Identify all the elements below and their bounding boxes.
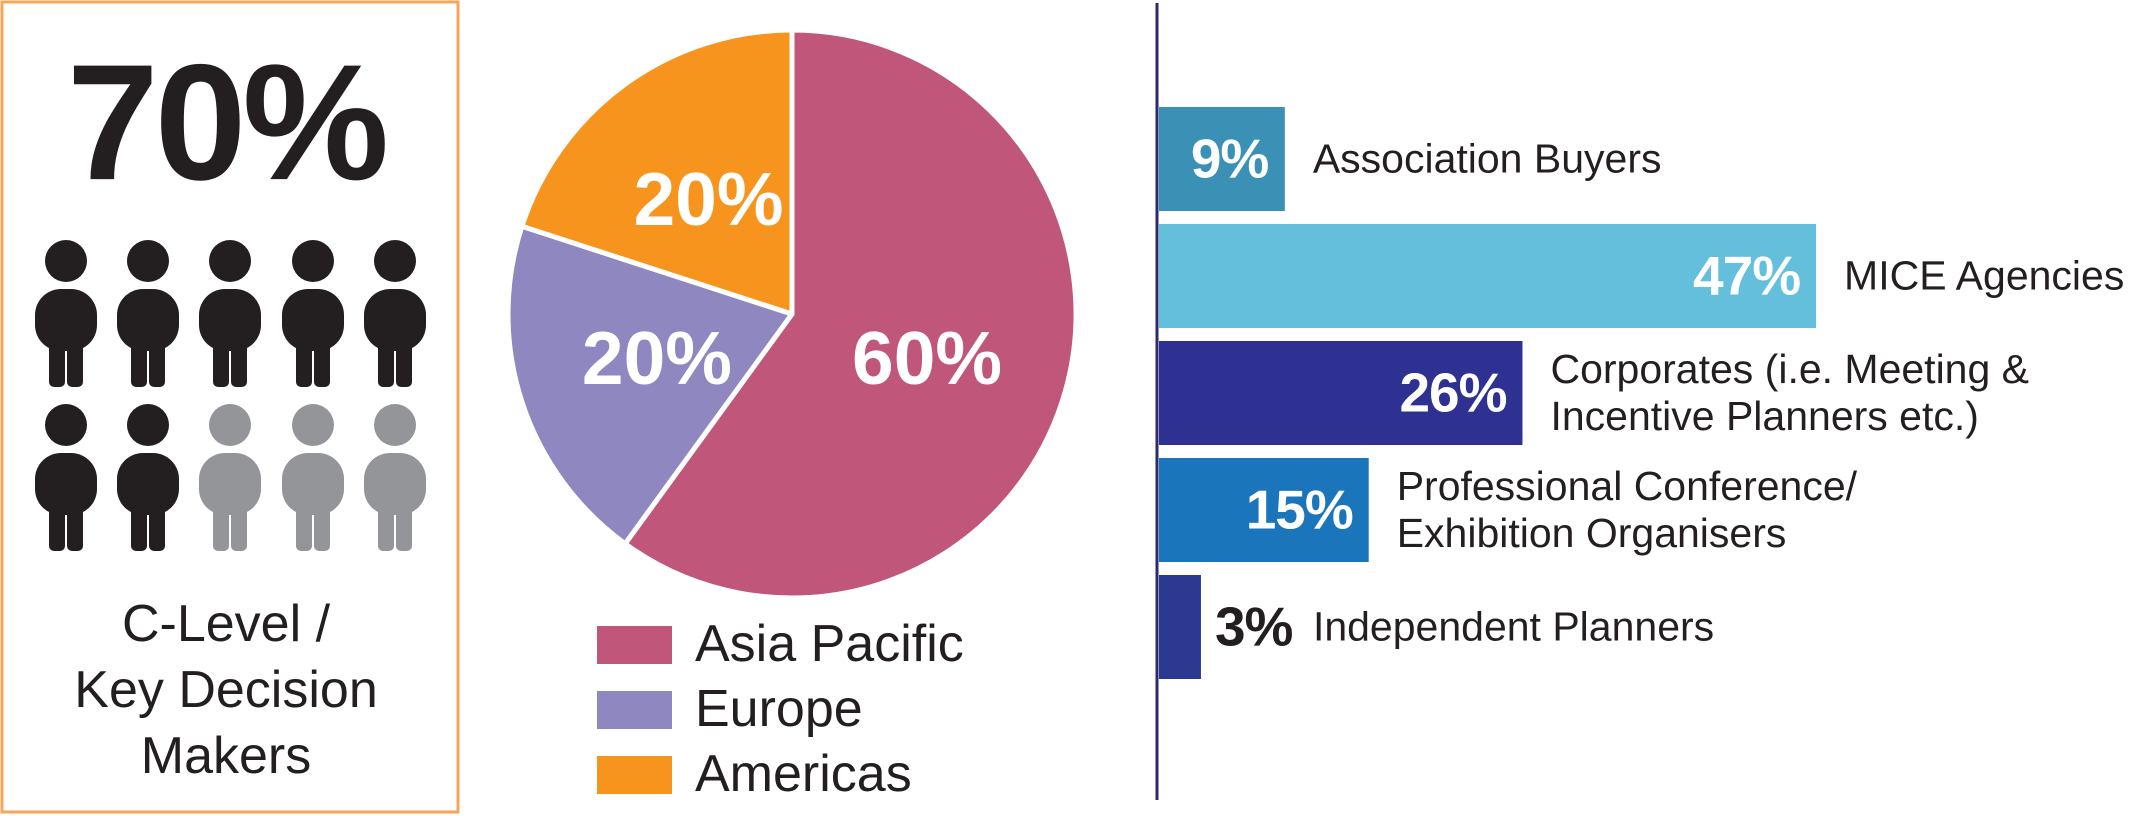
icon-leg: [396, 331, 412, 387]
stat-value: 70%: [66, 30, 389, 215]
person-icon: [199, 240, 261, 387]
legend-swatch: [597, 691, 672, 729]
bar-value-label: 26%: [1399, 361, 1507, 424]
icon-leg: [378, 495, 394, 551]
legend-label: Asia Pacific: [695, 615, 964, 674]
icon-head: [209, 404, 251, 446]
pie-slice: [622, 27, 1079, 601]
stat-box: [0, 0, 460, 814]
slice-label: 20%: [581, 315, 732, 400]
person-icon: [282, 240, 344, 387]
bar: [1159, 458, 1369, 562]
bar: [1159, 224, 1817, 328]
icon-leg: [213, 331, 229, 387]
icon-leg: [231, 495, 247, 551]
icon-leg: [296, 495, 312, 551]
icon-leg: [131, 331, 147, 387]
bar: [1159, 575, 1201, 679]
slice-label: 20%: [633, 156, 784, 241]
icon-head: [374, 240, 416, 282]
person-icon: [35, 404, 97, 551]
pie-slice: [505, 223, 795, 547]
bar-value-label: 3%: [1214, 595, 1293, 658]
icon-body: [199, 453, 261, 515]
legend-label: Americas: [695, 745, 912, 804]
bar: [1159, 341, 1523, 445]
icon-body: [282, 289, 344, 351]
person-icon: [117, 240, 179, 387]
icon-leg: [314, 495, 330, 551]
person-icon: [282, 404, 344, 551]
icon-head: [374, 404, 416, 446]
icon-head: [45, 240, 87, 282]
pie-slice: [519, 27, 795, 317]
bar-value-label: 9%: [1190, 127, 1269, 190]
bar-value-label: 15%: [1245, 478, 1354, 541]
icon-body: [117, 453, 179, 515]
icon-leg: [67, 495, 83, 551]
person-icon: [364, 240, 426, 387]
stat-label: C-Level / Key Decision Makers: [74, 595, 378, 785]
icon-leg: [49, 331, 65, 387]
icon-leg: [149, 331, 165, 387]
icon-leg: [231, 331, 247, 387]
icon-leg: [378, 331, 394, 387]
icon-body: [117, 289, 179, 351]
icon-leg: [213, 495, 229, 551]
person-icon: [364, 404, 426, 551]
legend-label: Europe: [695, 680, 863, 739]
legend-swatch: [597, 756, 672, 794]
bar-category-label: Professional Conference/ Exhibition Orga…: [1396, 463, 1858, 556]
icon-leg: [296, 331, 312, 387]
icon-leg: [49, 495, 65, 551]
slice-label: 60%: [851, 315, 1003, 400]
icon-body: [199, 289, 261, 351]
icon-leg: [396, 495, 412, 551]
person-icon: [117, 404, 179, 551]
bar: [1159, 107, 1285, 211]
icon-leg: [67, 331, 83, 387]
icon-head: [292, 404, 334, 446]
icon-body: [282, 453, 344, 515]
icon-leg: [131, 495, 147, 551]
icon-body: [364, 453, 426, 515]
bar-value-label: 47%: [1693, 244, 1801, 307]
bar-category-label: Independent Planners: [1312, 603, 1715, 650]
icon-leg: [314, 331, 330, 387]
icon-body: [35, 289, 97, 351]
icon-head: [292, 240, 334, 282]
bar-category-label: Corporates (i.e. Meeting & Incentive Pla…: [1550, 346, 2030, 439]
bar-category-label: Association Buyers: [1312, 135, 1662, 182]
icon-head: [45, 404, 87, 446]
person-icon: [199, 404, 261, 551]
legend-swatch: [597, 626, 672, 664]
icon-body: [364, 289, 426, 351]
icon-head: [127, 404, 169, 446]
icon-body: [35, 453, 97, 515]
icon-leg: [149, 495, 165, 551]
icon-head: [209, 240, 251, 282]
bar-category-label: MICE Agencies: [1844, 252, 2125, 299]
person-icon: [35, 240, 97, 387]
icon-head: [127, 240, 169, 282]
